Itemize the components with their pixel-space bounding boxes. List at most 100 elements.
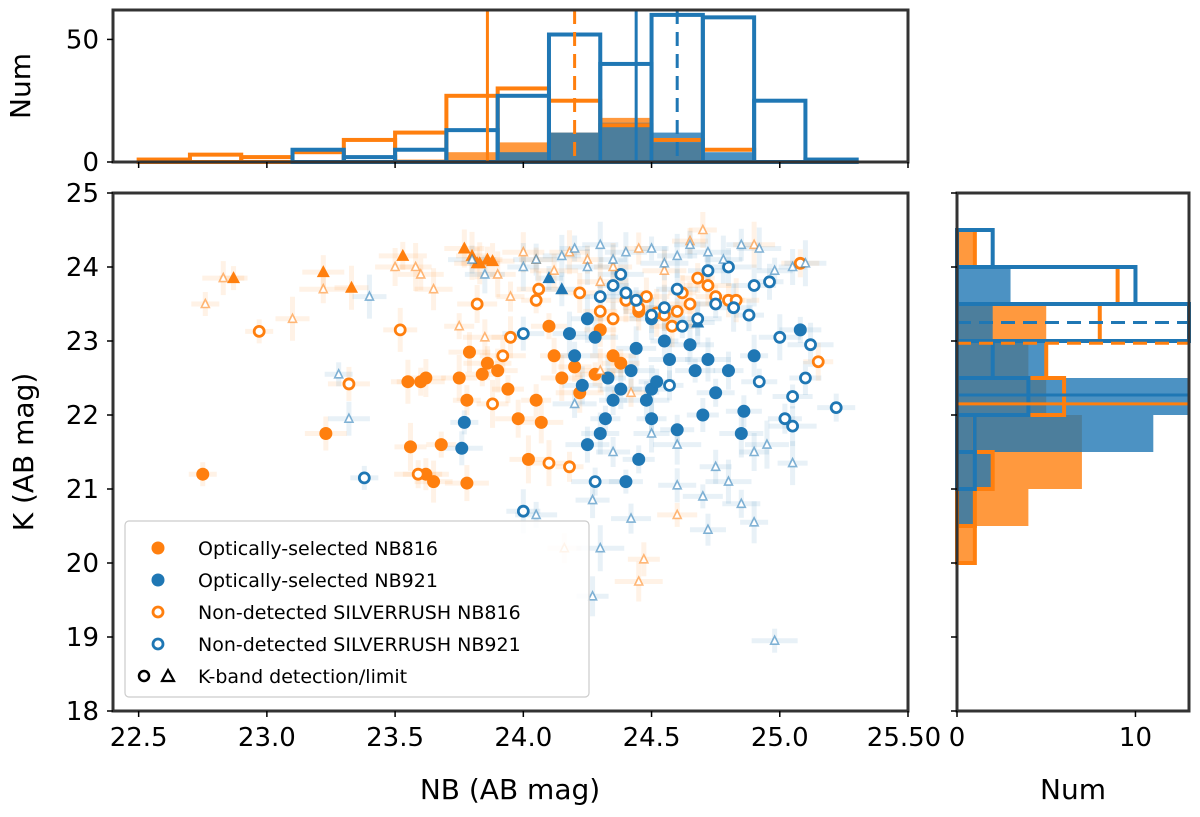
data-point-filled-circle [734,427,748,440]
data-point-open-triangle [800,257,811,268]
histogram-bar-filled [446,152,498,162]
data-point-open-circle [742,308,756,322]
data-point-filled-circle [645,412,659,426]
main-x-tick-label: 23.0 [238,723,296,753]
data-point-open-circle [645,308,658,322]
data-point-open-circle [470,297,484,311]
data-point-open-triangle [200,297,211,309]
data-point-open-circle [670,282,684,296]
histogram-bar-filled [600,122,652,162]
data-point-filled-circle [619,475,633,489]
data-point-open-triangle [548,264,560,275]
data-point-open-circle [606,279,620,292]
data-point-filled-circle [747,349,761,363]
data-point-open-circle [486,397,499,411]
data-point-open-triangle [587,590,598,601]
data-point-open-triangle [607,253,619,264]
data-point-open-triangle [633,575,645,586]
data-point-filled-triangle [473,256,487,269]
data-point-open-triangle [492,268,503,279]
data-point-open-circle [393,323,407,337]
data-point-open-circle [542,456,556,470]
data-point-filled-circle [480,356,494,370]
main-x-tick-label: 24.5 [623,723,681,753]
data-point-open-triangle [659,264,670,275]
data-point-open-triangle [723,475,734,486]
data-point-filled-circle [670,423,684,437]
data-point-open-circle [640,290,653,304]
data-point-filled-circle [434,438,448,452]
data-point-filled-circle [452,371,466,385]
data-point-open-triangle [530,253,542,264]
legend-marker-limit-triangle [160,667,176,683]
data-point-filled-circle [491,364,505,378]
main-x-tick-label: 22.5 [110,723,168,753]
data-point-open-circle [619,286,633,300]
data-point-open-circle [516,327,530,341]
data-point-open-triangle [530,508,542,520]
data-point-open-triangle [646,427,657,438]
data-point-open-triangle [697,223,709,235]
data-point-open-triangle [343,412,355,423]
main-y-tick-label: 24 [66,253,99,283]
legend-label-kband: K-band detection/limit [198,666,407,688]
data-point-open-circle [614,267,628,281]
main-y-tick-label: 20 [66,549,99,579]
right-histogram-panel: 0 10 Num [949,191,1191,806]
histogram-bar-outline [393,130,449,164]
right-histogram-x-label: Num [1040,773,1106,806]
data-point-open-triangle [671,479,683,490]
legend-marker-nb921-filled [151,573,165,587]
data-point-open-circle [752,375,766,389]
data-point-open-triangle [736,497,747,509]
data-point-filled-circle [575,378,589,392]
data-point-open-circle [804,338,817,352]
data-point-open-circle [773,330,787,344]
data-point-open-triangle [753,242,765,253]
main-scatter-frame [111,191,910,713]
data-point-open-circle [516,504,530,518]
data-point-filled-circle [555,371,569,385]
data-point-filled-circle [460,476,474,490]
legend-label-nondetected-nb816: Non-detected SILVERRUSH NB816 [198,602,521,624]
main-scatter-panel: 22.5 23.0 23.5 24.0 24.5 25.0 25.50 18 19 20 21 22 2… [7,179,941,806]
data-point-filled-circle [663,353,676,366]
data-point-open-triangle [748,238,760,250]
data-point-filled-circle [580,438,594,452]
data-point-open-triangle [569,397,580,409]
data-point-open-triangle [718,253,729,264]
data-point-open-triangle [594,238,606,250]
data-point-filled-circle [562,327,576,341]
data-point-filled-circle [793,323,807,337]
main-scatter-axes: 22.5 23.0 23.5 24.0 24.5 25.0 25.50 18 19 20 21 22 2… [66,179,941,753]
data-point-open-circle [665,319,679,333]
data-point-filled-circle [683,338,697,352]
main-x-tick-label: 25.50 [867,723,941,753]
data-point-open-circle [606,312,620,326]
data-point-open-triangle [518,260,529,272]
data-point-filled-circle [403,440,417,454]
data-point-open-triangle [748,516,760,527]
data-point-open-triangle [410,260,421,272]
data-point-open-triangle [453,319,465,331]
data-point-open-circle [411,467,425,481]
main-x-tick-label: 25.0 [751,723,809,753]
legend-label-optical-nb921: Optically-selected NB921 [198,570,438,592]
data-point-open-circle [799,371,812,385]
data-point-open-triangle [428,282,439,294]
histogram-bar-outline [700,15,757,164]
data-point-filled-circle [629,341,643,355]
data-point-open-circle [670,304,684,318]
top-y-tick-label: 0 [82,148,99,178]
data-point-filled-circle [650,375,664,389]
data-point-open-triangle [671,249,683,261]
right-x-tick-label: 10 [1119,723,1152,753]
data-point-open-circle [727,301,741,315]
right-histogram-plot-area [955,228,1191,565]
data-point-filled-triangle [227,271,241,284]
data-point-open-circle [722,260,735,274]
data-point-open-circle [657,301,671,315]
right-histogram-frame [955,191,1191,713]
data-point-filled-triangle [316,265,330,278]
